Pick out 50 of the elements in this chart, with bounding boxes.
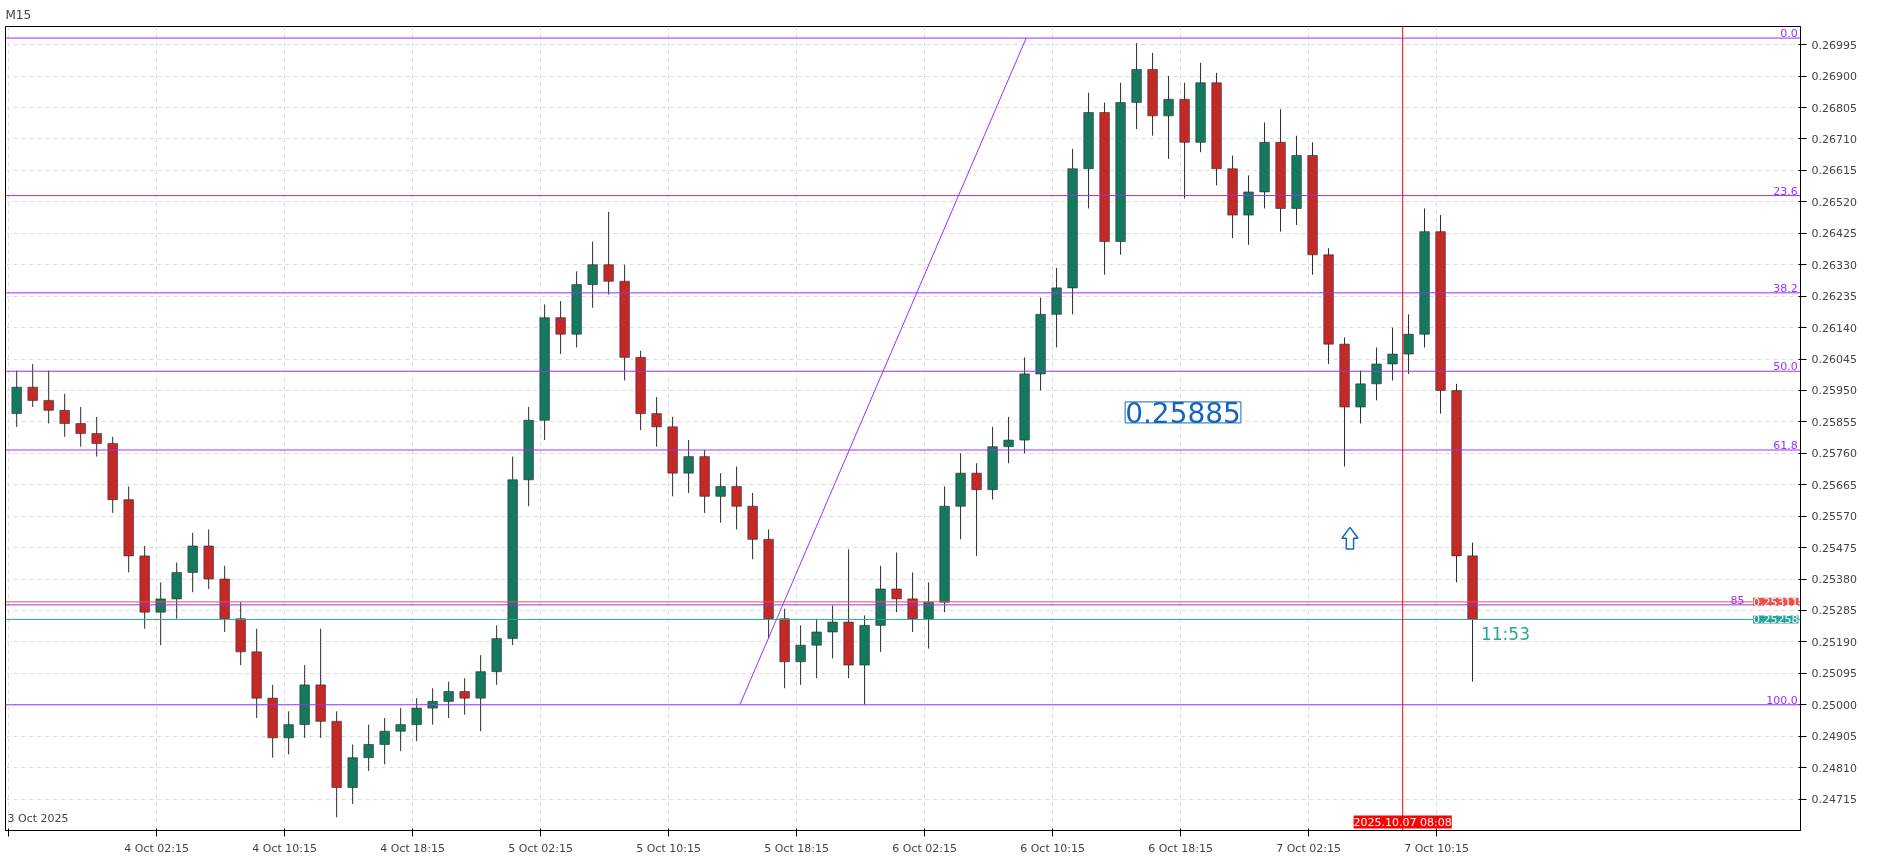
y-tick-label: 0.25475 [1811,541,1857,555]
ref-line-label: 0.25311 [1753,595,1799,609]
annotation: 0.25885 [1125,396,1241,430]
y-tick-label: 0.25855 [1811,415,1857,429]
y-tick-label: 0.26425 [1811,227,1857,241]
y-tick-label: 0.25190 [1811,635,1857,649]
annotation: 11:53 [1480,623,1530,644]
x-tick-label: 7 Oct 10:15 [1404,841,1469,855]
annotation: 85 [1730,593,1745,607]
y-tick-label: 0.26900 [1811,70,1857,84]
y-tick-label: 0.26710 [1811,132,1857,146]
y-tick-label: 0.25760 [1811,447,1857,461]
annotation: 100.0 [1766,693,1798,707]
x-tick-label: 5 Oct 18:15 [764,841,829,855]
y-tick-label: 0.25570 [1811,510,1857,524]
y-tick-label: 0.25095 [1811,667,1857,681]
y-tick-label: 0.26330 [1811,258,1857,272]
x-tick-label: 6 Oct 02:15 [892,841,957,855]
x-tick-label: 4 Oct 18:15 [380,841,446,855]
y-tick-label: 0.24905 [1811,730,1857,744]
ref-line-label: 2025.10.07 08:08 [1353,815,1452,829]
x-tick-label: 5 Oct 02:15 [508,841,573,855]
x-tick-label: 5 Oct 10:15 [636,841,701,855]
x-tick-label: 4 Oct 10:15 [252,841,318,855]
y-tick-label: 0.26520 [1811,195,1857,209]
y-tick-label: 0.26995 [1811,38,1857,52]
ref-line-label: 0.25258 [1753,613,1799,627]
y-tick-label: 0.24715 [1811,793,1857,807]
annotation: 3 Oct 2025 [7,812,69,825]
x-tick-label: 7 Oct 02:15 [1276,841,1341,855]
annotation: 61.8 [1773,439,1798,453]
y-tick-label: 0.25950 [1811,384,1857,398]
y-tick-label: 0.26235 [1811,290,1857,304]
y-tick-label: 0.26615 [1811,164,1857,178]
y-tick-label: 0.25665 [1811,478,1857,492]
y-tick-label: 0.25380 [1811,573,1857,587]
annotation: 38.2 [1773,281,1798,295]
y-tick-label: 0.24810 [1811,761,1857,775]
x-tick-label: 6 Oct 18:15 [1148,841,1213,855]
x-tick-label: 4 Oct 02:15 [124,841,190,855]
x-tick-label: 6 Oct 10:15 [1020,841,1085,855]
chart-title: M15 [5,7,32,22]
y-tick-label: 0.25285 [1811,604,1857,618]
annotation: 23.6 [1773,184,1798,198]
annotation: 50.0 [1773,360,1798,374]
y-tick-label: 0.26140 [1811,321,1857,335]
y-tick-label: 0.26805 [1811,101,1857,115]
annotation: 0.0 [1780,27,1798,41]
y-tick-label: 0.26045 [1811,353,1857,367]
y-tick-label: 0.25000 [1811,698,1857,712]
